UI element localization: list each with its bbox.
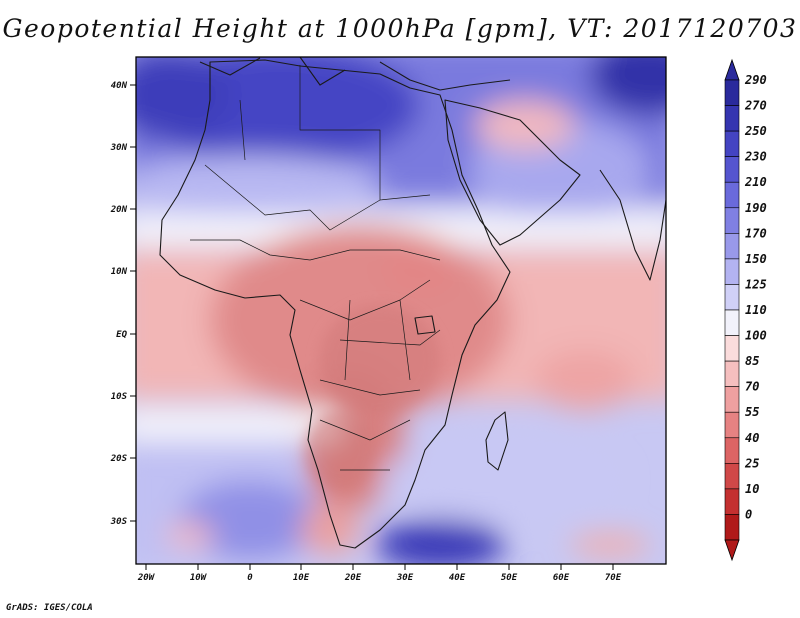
lat-label-10n: 10N (111, 267, 128, 277)
colorbar-swatch (724, 156, 740, 183)
colorbar-level-label: 85 (745, 354, 759, 368)
arabian-peninsula (444, 99, 581, 246)
interior-borders (190, 65, 441, 471)
europe-coast (199, 57, 511, 91)
colorbar-level-label: 100 (745, 329, 767, 343)
colorbar-level-label: 0 (745, 507, 752, 521)
colorbar-swatch (724, 514, 740, 541)
colorbar-level-label: 10 (745, 482, 759, 496)
colorbar-level-label: 110 (745, 303, 767, 317)
colorbar-level-label: 25 (744, 456, 759, 470)
colorbar-swatch (724, 360, 740, 387)
colorbar-swatch (724, 258, 740, 285)
lon-label-20e: 20E (344, 573, 362, 583)
map-title: Geopotential Height at 1000hPa [gpm], VT… (2, 14, 798, 43)
coastlines (159, 57, 666, 549)
madagascar (485, 411, 509, 471)
lat-label-10s: 10S (111, 392, 128, 402)
lat-label-eq: EQ (116, 330, 127, 340)
lon-label-0: 0 (247, 573, 253, 583)
lat-label-30n: 30N (110, 143, 128, 153)
field-se-blue (380, 440, 620, 520)
lake-victoria (414, 315, 436, 335)
height-field (136, 57, 666, 564)
field-indian-ocean-red (535, 350, 635, 410)
colorbar: 2902702502302101901701501251101008570554… (724, 58, 767, 562)
colorbar-level-label: 150 (745, 252, 767, 266)
lat-label-40n: 40N (111, 81, 128, 91)
colorbar-level-label: 250 (744, 124, 767, 138)
lon-label-70e: 70E (605, 573, 622, 583)
colorbar-swatch (724, 105, 740, 132)
colorbar-level-label: 290 (744, 73, 767, 87)
colorbar-swatch (724, 411, 740, 439)
colorbar-level-label: 125 (745, 277, 767, 291)
africa-coastline (159, 59, 511, 549)
colorbar-swatch (724, 130, 740, 157)
colorbar-bottom-arrow (724, 539, 740, 562)
colorbar-level-label: 55 (745, 405, 759, 419)
india-coast (599, 169, 666, 281)
colorbar-swatch (724, 207, 740, 234)
colorbar-swatch (724, 233, 740, 260)
colorbar-swatch (724, 463, 740, 490)
field-nafrica-lightblue (136, 155, 380, 215)
colorbar-swatch (724, 488, 740, 515)
colorbar-top-arrow (724, 58, 740, 81)
colorbar-level-label: 270 (744, 99, 767, 113)
grads-credit: GrADS: IGES/COLA (6, 603, 93, 613)
colorbar-swatch (724, 437, 740, 464)
colorbar-swatch (724, 386, 740, 413)
lat-label-20s: 20S (110, 454, 128, 464)
tick-marks (130, 84, 614, 570)
colorbar-swatch (724, 335, 740, 362)
field-ne-deep (590, 57, 666, 115)
field-sw-red (165, 523, 215, 547)
lat-label-30s: 30S (110, 517, 128, 527)
plot-frame (135, 56, 667, 565)
field-cape-red (300, 505, 360, 555)
colorbar-level-label: 230 (744, 150, 767, 164)
lon-label-30e: 30E (396, 573, 414, 583)
lon-label-20w: 20W (137, 573, 156, 583)
colorbar-level-label: 70 (745, 380, 759, 394)
colorbar-level-label: 190 (745, 201, 767, 215)
field-sw-blue (180, 480, 320, 560)
field-congo-core (320, 305, 440, 415)
field-kalahari-core (305, 410, 375, 490)
lon-label-60e: 60E (553, 573, 570, 583)
field-agulhas-deep (375, 520, 505, 564)
field-gulf-red (380, 245, 460, 295)
lon-label-40e: 40E (449, 573, 466, 583)
lat-label-20n: 20N (110, 205, 128, 215)
colorbar-swatch (724, 284, 740, 311)
lon-label-10e: 10E (293, 573, 310, 583)
field-south-white (136, 410, 340, 440)
colorbar-level-label: 170 (745, 226, 767, 240)
colorbar-level-label: 210 (744, 175, 767, 189)
colorbar-level-label: 40 (745, 431, 759, 445)
colorbar-swatch (724, 181, 740, 209)
colorbar-swatch (724, 309, 740, 336)
field-nw-deep (136, 57, 230, 140)
colorbar-swatch (724, 79, 740, 106)
field-se-red (570, 533, 650, 557)
lon-label-10w: 10W (190, 573, 208, 583)
lon-label-50e: 50E (501, 573, 518, 583)
